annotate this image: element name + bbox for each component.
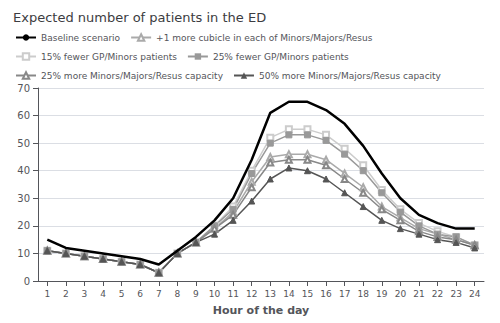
svg-text:17: 17 bbox=[339, 289, 350, 299]
svg-text:22: 22 bbox=[432, 289, 443, 299]
svg-text:70: 70 bbox=[17, 83, 30, 94]
svg-text:20: 20 bbox=[17, 220, 30, 231]
svg-text:15% fewer GP/Minors patients: 15% fewer GP/Minors patients bbox=[41, 52, 177, 62]
svg-text:13: 13 bbox=[265, 289, 276, 299]
svg-text:10: 10 bbox=[17, 248, 30, 259]
svg-text:5: 5 bbox=[119, 289, 125, 299]
svg-text:Hour of the day: Hour of the day bbox=[213, 304, 310, 317]
svg-text:50: 50 bbox=[17, 138, 30, 149]
svg-text:8: 8 bbox=[175, 289, 181, 299]
svg-text:7: 7 bbox=[156, 289, 162, 299]
svg-text:6: 6 bbox=[137, 289, 143, 299]
svg-text:+1 more cubicle in each of Min: +1 more cubicle in each of Minors/Majors… bbox=[156, 33, 373, 43]
svg-text:Expected number of patients in: Expected number of patients in the ED bbox=[13, 10, 266, 25]
svg-text:18: 18 bbox=[357, 289, 369, 299]
svg-text:30: 30 bbox=[17, 193, 30, 204]
svg-text:1: 1 bbox=[44, 289, 50, 299]
svg-text:25% more Minors/Majors/Resus c: 25% more Minors/Majors/Resus capacity bbox=[41, 71, 224, 81]
svg-text:2: 2 bbox=[63, 289, 69, 299]
svg-text:3: 3 bbox=[82, 289, 88, 299]
svg-text:24: 24 bbox=[469, 289, 481, 299]
svg-text:40: 40 bbox=[17, 165, 30, 176]
svg-text:19: 19 bbox=[376, 289, 388, 299]
svg-text:15: 15 bbox=[302, 289, 313, 299]
svg-text:25% fewer GP/Minors patients: 25% fewer GP/Minors patients bbox=[213, 52, 349, 62]
svg-text:10: 10 bbox=[209, 289, 221, 299]
svg-text:11: 11 bbox=[227, 289, 238, 299]
svg-text:20: 20 bbox=[395, 289, 407, 299]
svg-text:12: 12 bbox=[246, 289, 257, 299]
svg-text:23: 23 bbox=[450, 289, 461, 299]
svg-text:21: 21 bbox=[413, 289, 424, 299]
svg-text:14: 14 bbox=[283, 289, 295, 299]
svg-text:9: 9 bbox=[193, 289, 199, 299]
svg-text:16: 16 bbox=[320, 289, 332, 299]
svg-text:Baseline scenario: Baseline scenario bbox=[41, 33, 121, 43]
svg-text:50% more Minors/Majors/Resus c: 50% more Minors/Majors/Resus capacity bbox=[259, 71, 442, 81]
svg-text:60: 60 bbox=[17, 110, 30, 121]
svg-text:4: 4 bbox=[100, 289, 106, 299]
svg-text:0: 0 bbox=[24, 276, 30, 287]
